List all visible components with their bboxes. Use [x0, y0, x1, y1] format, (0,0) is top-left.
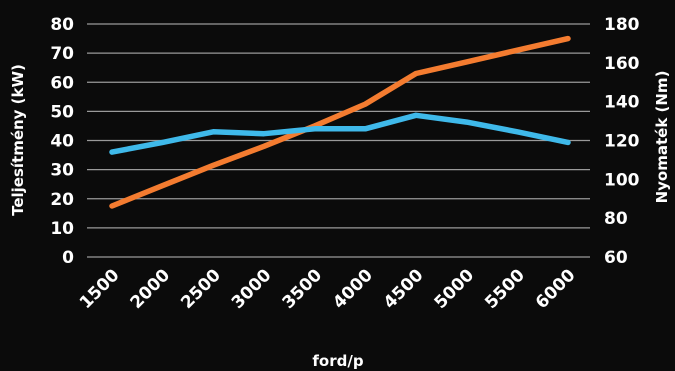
- right-y-axis-title: Nyomaték (Nm): [653, 71, 671, 204]
- x-tick-label: 6000: [532, 265, 580, 313]
- right-tick-label: 140: [604, 93, 640, 113]
- torque-series-line: [109, 112, 571, 155]
- x-tick-label: 3000: [228, 265, 276, 313]
- x-tick-label: 5500: [481, 265, 529, 313]
- left-tick-label: 30: [50, 161, 74, 181]
- left-tick-label: 40: [50, 132, 74, 152]
- x-tick-label: 2500: [177, 265, 225, 313]
- x-axis-title: ford/p: [312, 352, 363, 370]
- right-tick-label: 100: [604, 170, 640, 190]
- left-tick-label: 70: [50, 44, 74, 64]
- left-tick-label: 0: [62, 248, 74, 268]
- x-tick-label: 5000: [431, 265, 479, 313]
- right-tick-label: 60: [604, 248, 628, 268]
- left-y-axis-title: Teljesítmény (kW): [9, 64, 27, 216]
- x-tick-label: 4500: [380, 265, 428, 313]
- right-tick-label: 160: [604, 54, 640, 74]
- right-tick-label: 80: [604, 209, 628, 229]
- left-tick-label: 20: [50, 190, 74, 210]
- power-series-line: [109, 35, 571, 209]
- series: [109, 35, 571, 209]
- right-tick-label: 120: [604, 132, 640, 152]
- left-tick-label: 10: [50, 219, 74, 239]
- left-tick-label: 60: [50, 73, 74, 93]
- left-y-axis: 0 10 20 30 40 50 60 70 80: [50, 15, 74, 268]
- x-tick-label: 4000: [329, 265, 377, 313]
- x-tick-label: 2000: [127, 265, 175, 313]
- x-axis: 1500 2000 2500 3000 3500 4000 4500 5000 5500 6000: [76, 265, 580, 313]
- x-tick-label: 1500: [76, 265, 124, 313]
- right-y-axis: 60 80 100 120 140 160 180: [604, 15, 640, 268]
- left-tick-label: 80: [50, 15, 74, 35]
- right-tick-label: 180: [604, 15, 640, 35]
- x-tick-label: 3500: [279, 265, 327, 313]
- left-tick-label: 50: [50, 102, 74, 122]
